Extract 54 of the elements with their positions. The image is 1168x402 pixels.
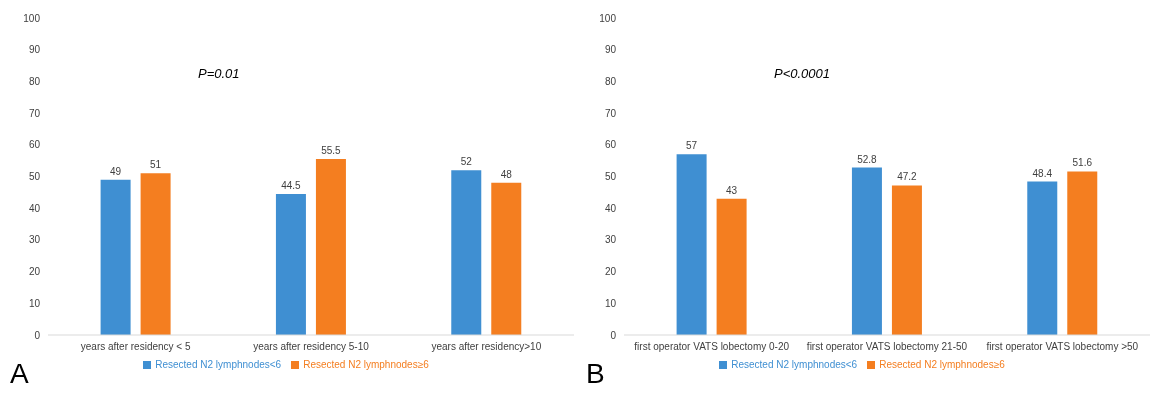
data-label: 51.6: [1072, 157, 1093, 169]
legend-label: Resected N2 lymphnodes<6: [155, 359, 282, 370]
y-tick-label: 30: [28, 234, 41, 246]
annotation: P<0.0001: [774, 66, 831, 81]
x-tick-label: years after residency 5-10: [253, 341, 370, 353]
data-label: 52.8: [857, 153, 878, 165]
data-label: 48.4: [1032, 167, 1053, 179]
x-tick-label: first operator VATS lobectomy >50: [986, 341, 1139, 353]
y-tick-label: 100: [599, 12, 617, 24]
annotation: P=0.01: [198, 66, 240, 81]
data-label: 55.5: [321, 145, 342, 157]
y-tick-label: 20: [604, 266, 617, 278]
data-label: 48: [500, 168, 513, 180]
legend-label: Resected N2 lymphnodes<6: [731, 359, 858, 370]
y-tick-label: 40: [28, 202, 41, 214]
data-label: 43: [726, 184, 738, 196]
y-tick-label: 100: [23, 12, 41, 24]
y-tick-label: 90: [28, 44, 41, 56]
data-label: 51: [150, 159, 162, 171]
y-tick-label: 60: [28, 139, 41, 151]
data-label: 49: [110, 165, 122, 177]
y-tick-label: 10: [28, 297, 41, 309]
y-tick-label: 80: [28, 75, 41, 87]
y-tick-label: 50: [604, 171, 617, 183]
bar: [676, 154, 707, 335]
y-tick-label: 60: [604, 139, 617, 151]
y-tick-label: 70: [28, 107, 41, 119]
x-tick-label: years after residency < 5: [80, 341, 191, 353]
y-tick-label: 80: [604, 75, 617, 87]
text: B: [586, 358, 605, 390]
text: A: [10, 358, 29, 390]
x-tick-label: years after residency>10: [431, 341, 542, 353]
data-label: 52: [460, 156, 473, 168]
data-label: 57: [686, 140, 698, 152]
bar: [1027, 181, 1058, 335]
bar: [851, 167, 882, 335]
y-tick-label: 40: [604, 202, 617, 214]
data-label: 44.5: [281, 179, 302, 191]
bar: [716, 198, 747, 335]
y-tick-label: 70: [604, 107, 617, 119]
bar: [891, 185, 922, 335]
legend-label: Resected N2 lymphnodes≥6: [879, 359, 1005, 370]
y-tick-label: 20: [28, 266, 41, 278]
y-tick-label: 90: [604, 44, 617, 56]
data-label: 47.2: [897, 171, 918, 183]
bar: [1067, 171, 1098, 335]
y-tick-label: 30: [604, 234, 617, 246]
x-tick-label: first operator VATS lobectomy 21-50: [806, 341, 968, 353]
y-tick-label: 0: [610, 329, 617, 341]
y-tick-label: 0: [34, 329, 41, 341]
legend-label: Resected N2 lymphnodes≥6: [303, 359, 429, 370]
y-tick-label: 50: [28, 171, 41, 183]
x-tick-label: first operator VATS lobectomy 0-20: [634, 341, 790, 353]
y-tick-label: 10: [604, 297, 617, 309]
